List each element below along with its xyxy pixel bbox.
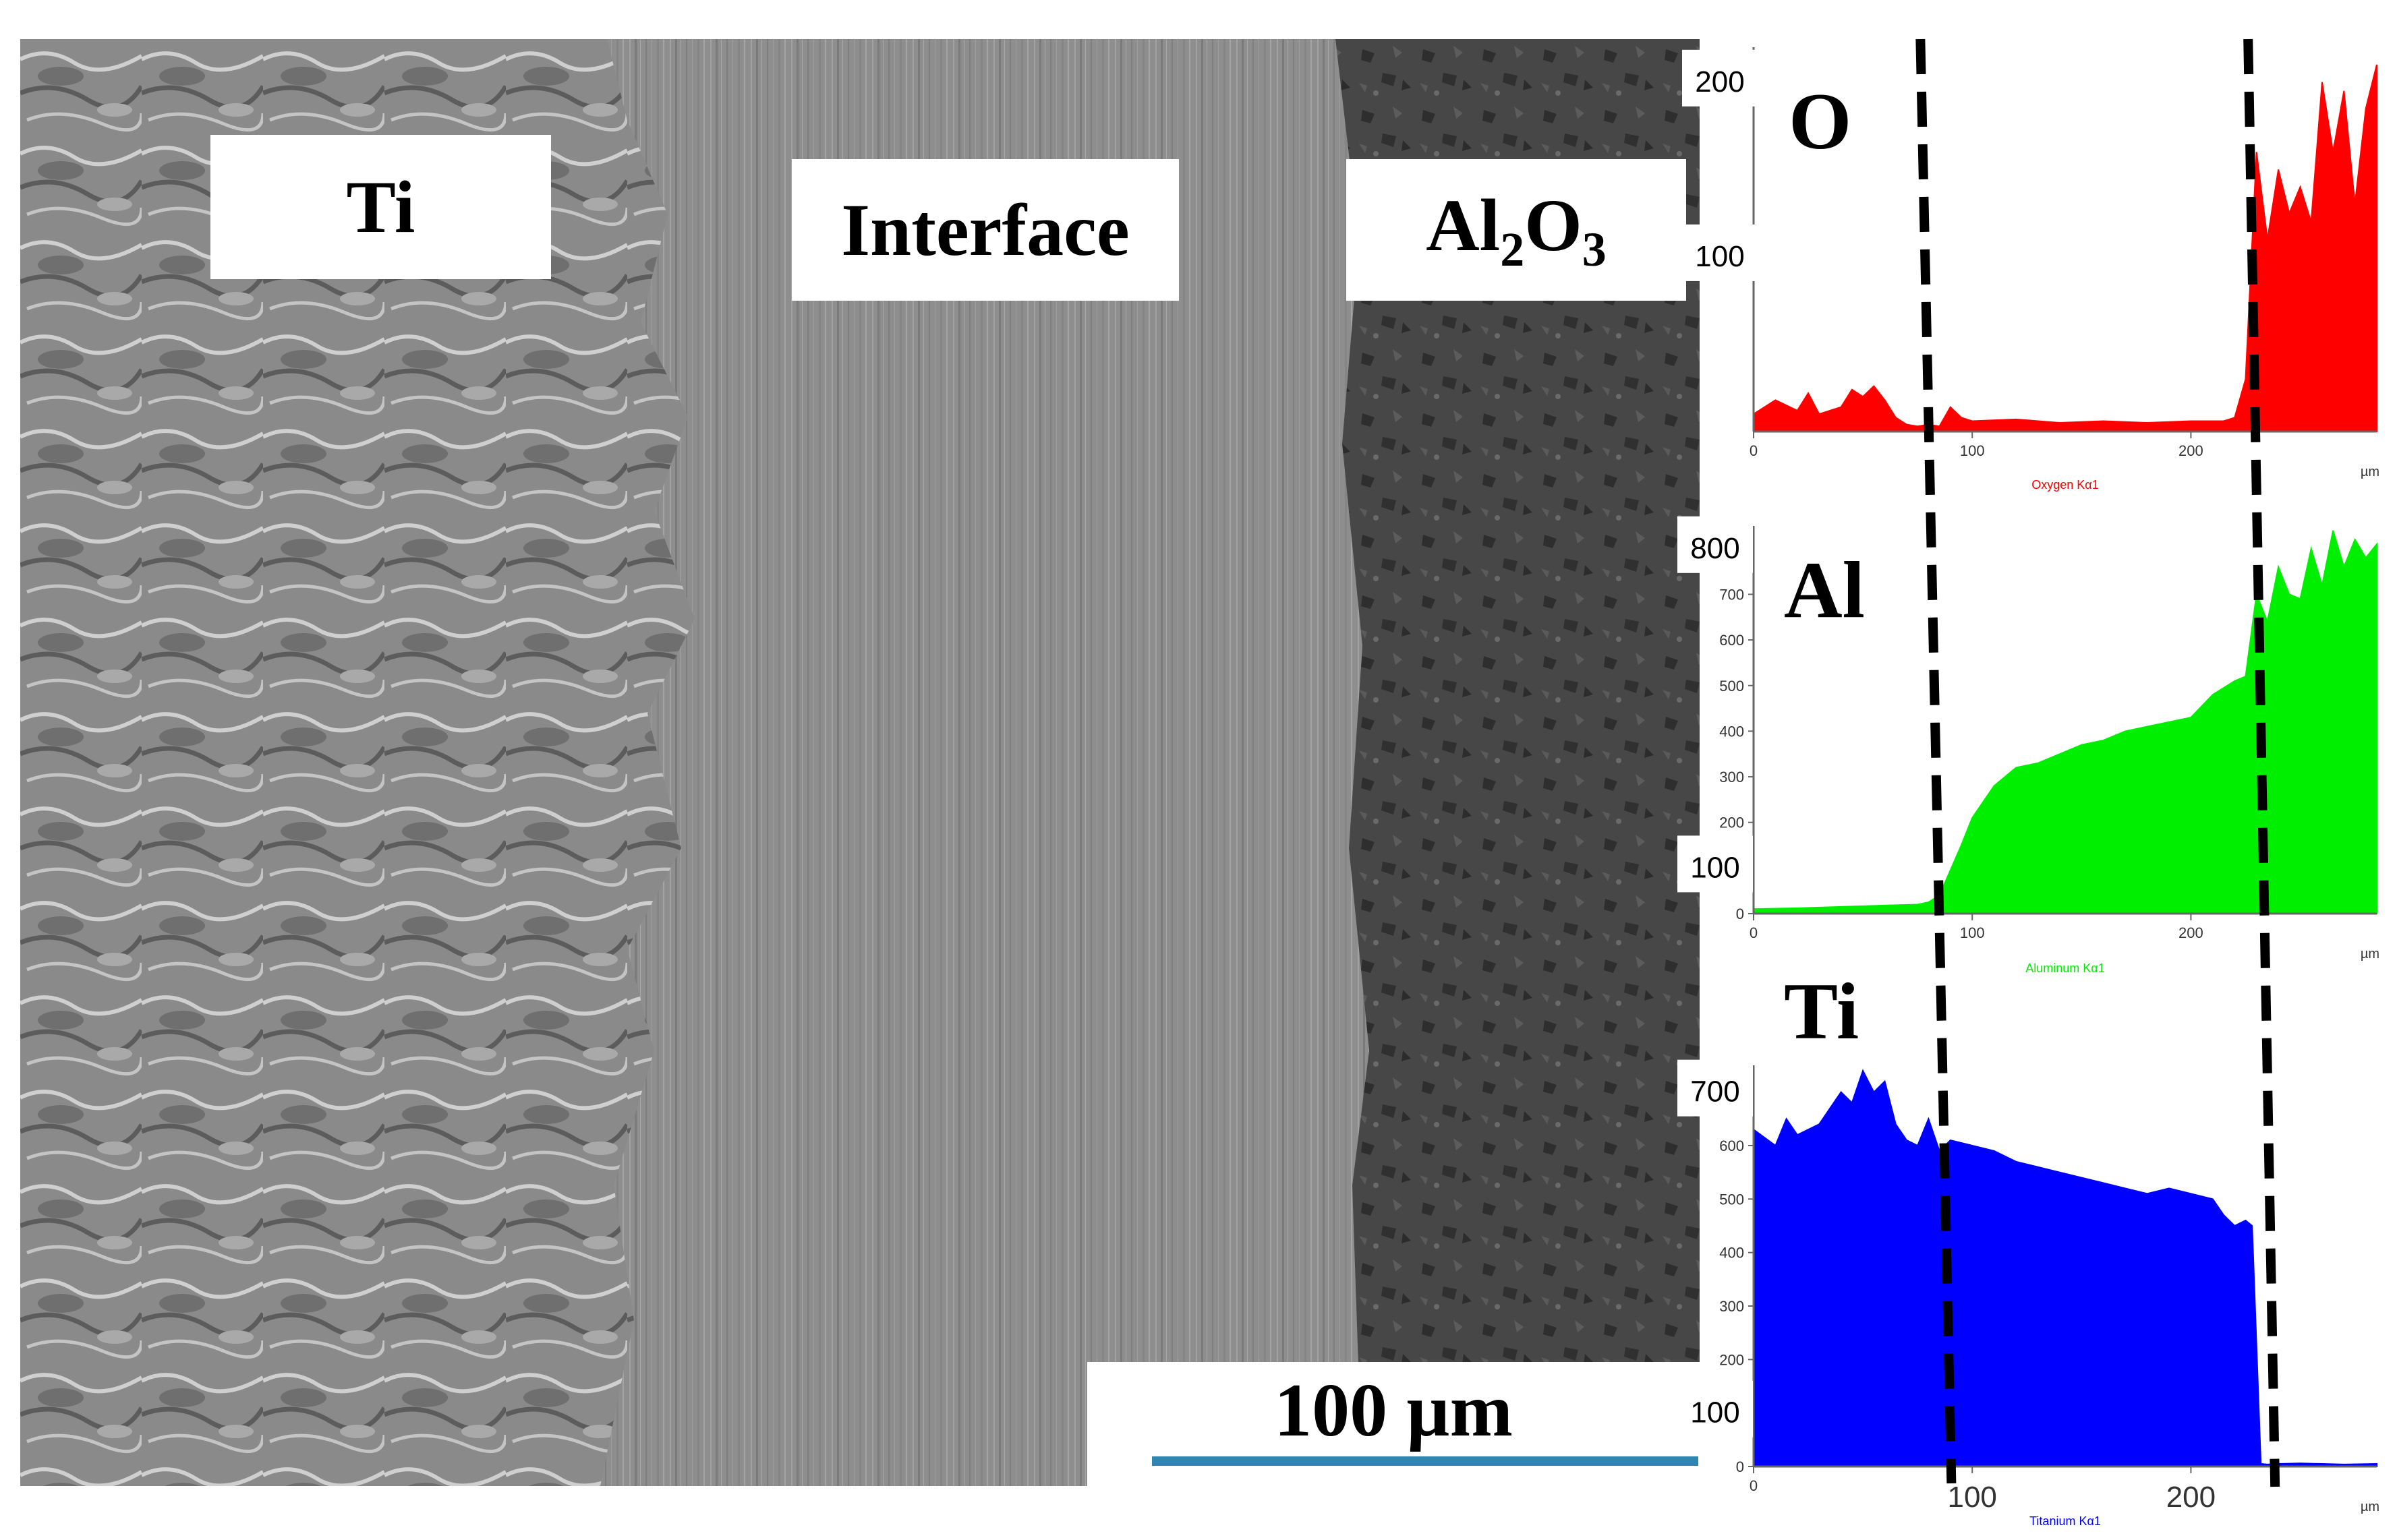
x-tick-label: 200 bbox=[2178, 924, 2203, 941]
y-tick-label: 400 bbox=[1719, 1245, 1744, 1262]
series-caption: Titanium Kα1 bbox=[2029, 1514, 2101, 1528]
al2o3-sub2: 3 bbox=[1582, 222, 1607, 276]
scale-bar-line bbox=[1152, 1456, 1698, 1466]
region-label-interface-text: Interface bbox=[841, 188, 1130, 271]
y-tick-label: 200 bbox=[1719, 1351, 1744, 1368]
x-tick-label: 0 bbox=[1750, 924, 1758, 941]
panel-background bbox=[1703, 20, 2388, 499]
eds-panel-al: 0 100 200 300 400 500 600 700 0 100 200 µm Aluminum … bbox=[1677, 499, 2388, 981]
panel-background bbox=[1703, 499, 2388, 981]
big-y-label: 100 bbox=[1695, 240, 1744, 273]
y-tick-label: 500 bbox=[1719, 1191, 1744, 1208]
x-tick-label: 200 bbox=[2178, 442, 2203, 459]
element-symbol-o: O bbox=[1789, 76, 1851, 166]
boundary-marker-line bbox=[2243, 38, 2280, 1487]
y-tick-label: 100 bbox=[1719, 1405, 1744, 1422]
series-area-ti bbox=[1753, 1069, 2377, 1467]
region-label-interface: Interface bbox=[792, 159, 1179, 301]
x-unit-label: µm bbox=[2361, 465, 2379, 479]
al2o3-o: O bbox=[1524, 183, 1582, 266]
series-area-o bbox=[1753, 64, 2377, 432]
y-tick-label: 100 bbox=[1719, 860, 1744, 877]
region-label-ti-text: Ti bbox=[346, 165, 415, 248]
y-tick-label: 0 bbox=[1736, 906, 1744, 922]
scale-bar: 100 µm bbox=[1087, 1362, 1700, 1486]
y-tick-label: 700 bbox=[1719, 586, 1744, 603]
x-tick-label: 100 bbox=[1947, 1481, 1996, 1514]
region-label-ti: Ti bbox=[210, 135, 551, 279]
al2o3-al: Al bbox=[1426, 183, 1501, 266]
al2o3-sub1: 2 bbox=[1500, 222, 1525, 276]
scale-bar-label: 100 µm bbox=[1274, 1369, 1513, 1452]
series-area-al bbox=[1753, 530, 2377, 914]
panel-background bbox=[1703, 1038, 2388, 1534]
region-label-al2o3: Al2O3 bbox=[1346, 159, 1686, 301]
y-tick-label: 300 bbox=[1719, 1298, 1744, 1315]
y-tick-label: 600 bbox=[1719, 632, 1744, 649]
big-y-label: 200 bbox=[1695, 65, 1744, 98]
y-tick-label: 500 bbox=[1719, 678, 1744, 694]
x-tick-label: 200 bbox=[2166, 1481, 2216, 1514]
eds-panel-o: 0 100 200 µm Oxygen Kα1 200 100 O bbox=[1682, 20, 2388, 499]
eds-panel-ti: 0 100 200 300 400 500 600 0 100 200 µm Titanium Kα1… bbox=[1677, 966, 2388, 1534]
x-tick-label: 0 bbox=[1750, 1477, 1758, 1494]
region-label-al2o3-text: Al2O3 bbox=[1426, 183, 1607, 278]
y-tick-label: 600 bbox=[1719, 1137, 1744, 1154]
x-tick-label: 100 bbox=[1960, 442, 1985, 459]
element-symbol-ti: Ti bbox=[1784, 966, 1859, 1056]
y-tick-label: 200 bbox=[1719, 815, 1744, 831]
x-tick-label: 100 bbox=[1960, 924, 1985, 941]
series-caption: Oxygen Kα1 bbox=[2031, 478, 2098, 492]
element-symbol-al: Al bbox=[1784, 545, 1865, 634]
boundary-marker-line bbox=[1915, 38, 1957, 1484]
x-unit-label: µm bbox=[2361, 1500, 2379, 1514]
x-tick-label: 0 bbox=[1750, 442, 1758, 459]
series-caption: Aluminum Kα1 bbox=[2025, 961, 2104, 975]
x-unit-label: µm bbox=[2361, 947, 2379, 961]
y-tick-label: 300 bbox=[1719, 769, 1744, 786]
y-tick-label: 0 bbox=[1736, 1458, 1744, 1475]
sem-micrograph: Ti Interface Al2O3 100 µm bbox=[20, 39, 1700, 1486]
y-tick-label: 400 bbox=[1719, 723, 1744, 740]
